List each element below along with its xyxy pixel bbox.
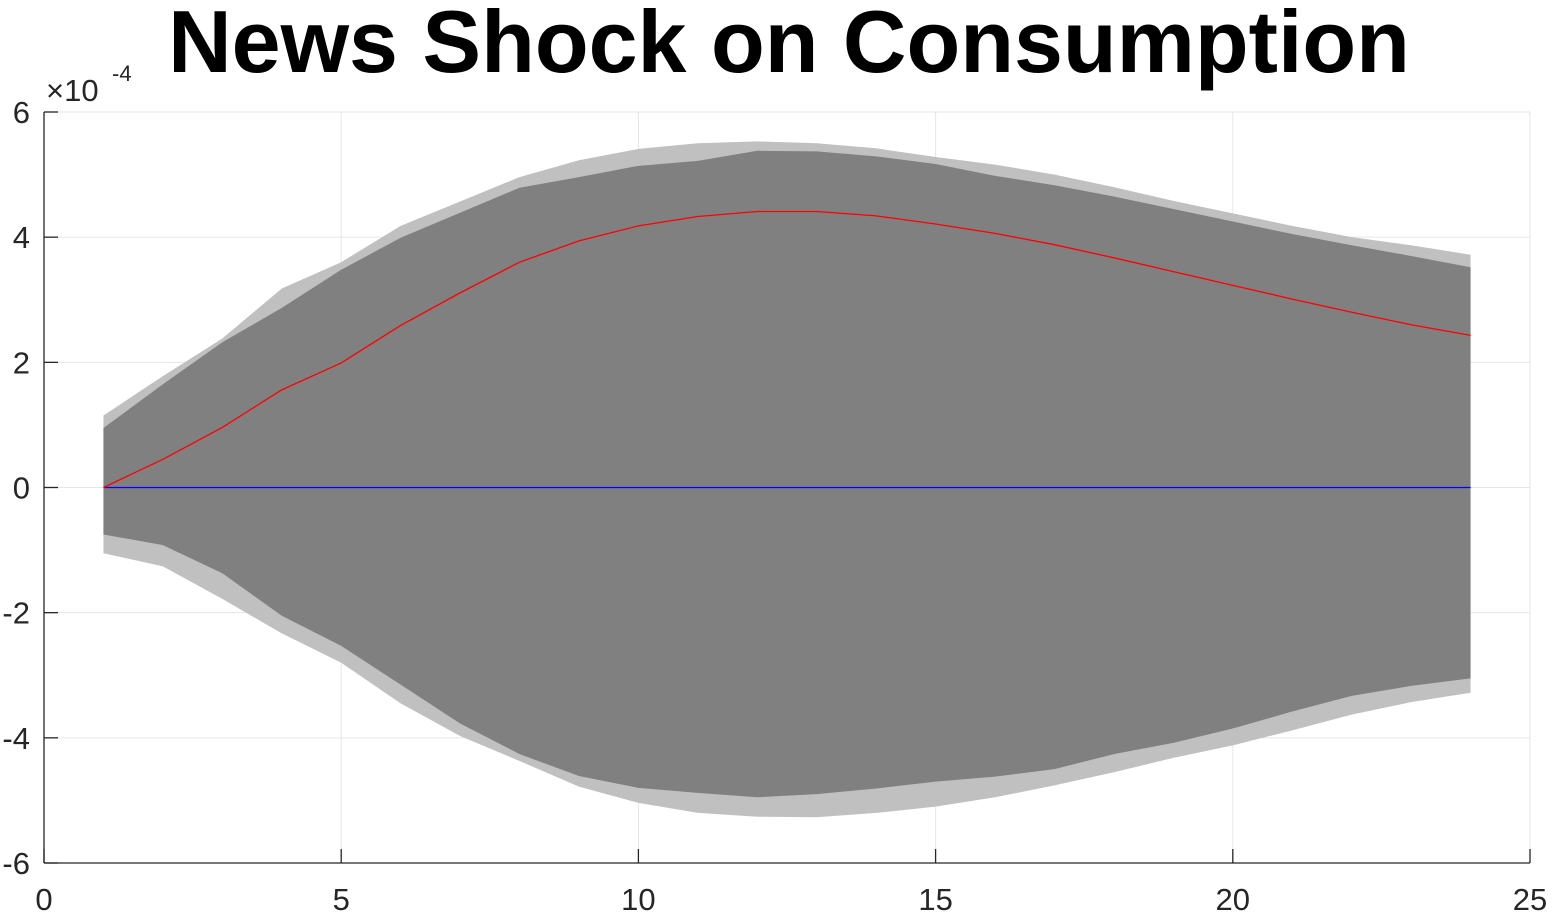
exponent-label: ×10 -4 [46,61,132,108]
axes [43,111,1531,864]
y-tick-label: -6 [2,846,30,881]
x-tick-label: 0 [35,882,52,914]
y-tick-label: 0 [13,471,30,506]
exponent-power: -4 [112,61,132,86]
y-tick-label: 2 [13,345,30,380]
inner-band [103,150,1471,798]
series-lines [103,210,1471,489]
x-tick-label: 25 [1513,882,1547,914]
x-tick-label: 5 [333,882,350,914]
x-tick-label: 20 [1216,882,1250,914]
x-tick-label: 15 [918,882,952,914]
y-tick-label: -4 [2,721,30,756]
y-tick-label: 6 [13,95,30,130]
exponent-base: ×10 [46,73,99,108]
x-tick-label: 10 [621,882,655,914]
tick-labels: 0 5 10 15 20 25 -6 -4 -2 0 2 4 6 [2,95,1547,914]
chart-title: News Shock on Consumption [168,0,1410,91]
y-tick-label: -2 [2,596,30,631]
confidence-bands [103,141,1471,818]
impulse-response-line [103,210,1471,489]
y-tick-label: 4 [13,220,30,255]
